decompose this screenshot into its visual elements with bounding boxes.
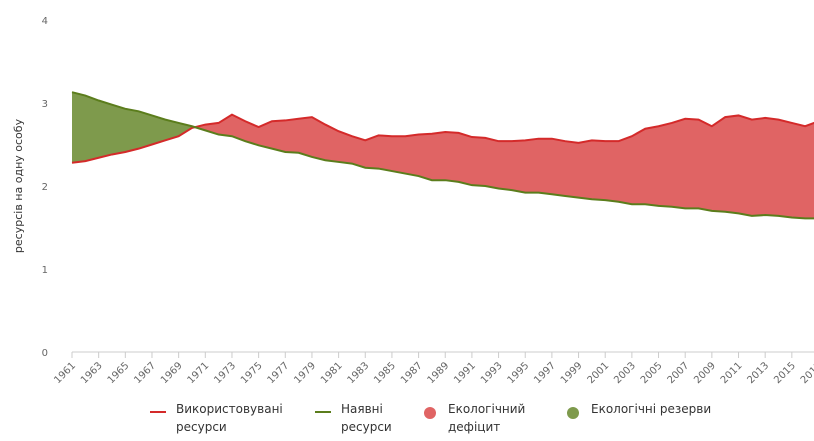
legend-item: Екологічні резерви (565, 400, 751, 419)
x-tick-label: 1989 (426, 360, 452, 386)
x-tick-label: 1997 (532, 360, 558, 386)
legend-item: Використовувані ресурси (150, 400, 286, 436)
x-tick-label: 1977 (266, 360, 292, 386)
legend-swatch (567, 407, 579, 419)
x-tick-label: 1961 (52, 360, 78, 386)
y-tick-label: 2 (42, 182, 48, 193)
legend-label: Екологічний дефіцит (448, 402, 526, 434)
x-tick-label: 1969 (159, 360, 185, 386)
x-tick-label: 1999 (559, 360, 585, 386)
x-tick-label: 1981 (319, 360, 345, 386)
x-tick-label: 1987 (399, 360, 425, 386)
x-tick-label: 1963 (79, 360, 105, 386)
x-tick-label: 2015 (772, 360, 798, 386)
x-tick-label: 2001 (586, 360, 612, 386)
x-tick-label: 2017 (799, 360, 814, 386)
legend-label: Екологічні резерви (591, 402, 712, 416)
legend-item: Екологічний дефіцит (422, 400, 548, 436)
x-tick-label: 1973 (212, 360, 238, 386)
x-tick-label: 2007 (666, 360, 692, 386)
x-tick-label: 1971 (186, 360, 212, 386)
legend-item: Наявні ресурси (315, 400, 411, 436)
x-tick-label: 2005 (639, 360, 665, 386)
x-tick-label: 1995 (506, 360, 532, 386)
y-axis-label: ресурсів на одну особу (12, 118, 25, 253)
x-tick-label: 2003 (612, 360, 638, 386)
x-tick-label: 2013 (746, 360, 772, 386)
x-tick-label: 1993 (479, 360, 505, 386)
legend-label: Наявні ресурси (341, 402, 392, 434)
x-tick-label: 1979 (292, 360, 318, 386)
series-line (71, 91, 814, 220)
x-tick-label: 2009 (692, 360, 718, 386)
x-tick-label: 1965 (106, 360, 132, 386)
x-tick-label: 1991 (452, 360, 478, 386)
legend-swatch (315, 411, 331, 413)
y-tick-label: 1 (42, 265, 48, 276)
x-tick-label: 1975 (239, 360, 265, 386)
x-tick-label: 1985 (372, 360, 398, 386)
y-tick-label: 0 (42, 348, 48, 359)
deficit-area (72, 92, 814, 219)
legend-swatch (424, 407, 436, 419)
x-tick-label: 1967 (132, 360, 158, 386)
x-tick-label: 1983 (346, 360, 372, 386)
y-tick-label: 4 (42, 16, 48, 27)
x-tick-label: 2011 (719, 360, 745, 386)
legend-label: Використовувані ресурси (176, 402, 283, 434)
y-tick-label: 3 (42, 99, 48, 110)
legend-swatch (150, 411, 166, 413)
chart: ресурсів на одну особу 0 1 2 3 4 1961 1963 1965… (12, 16, 814, 386)
